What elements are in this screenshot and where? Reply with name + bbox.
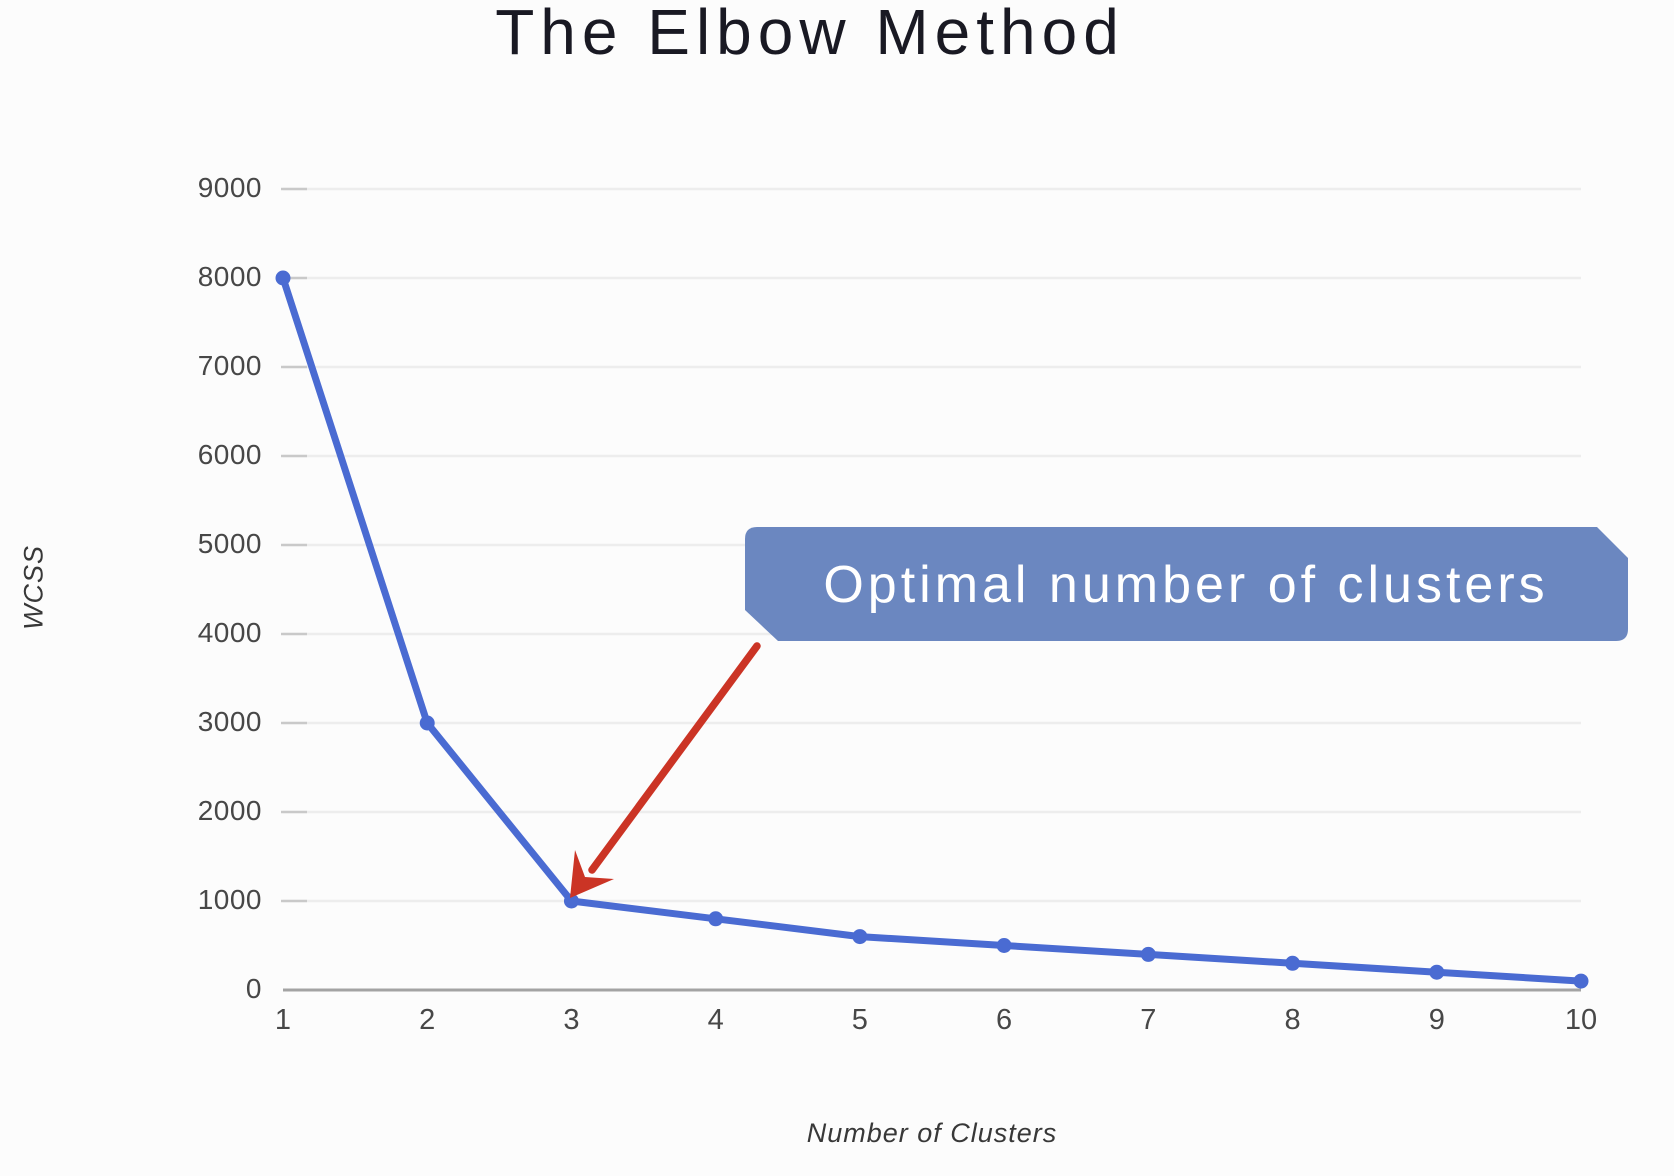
x-tick-label: 10 (1564, 1004, 1598, 1036)
x-tick-label: 4 (707, 1004, 724, 1036)
data-point (1285, 955, 1301, 971)
y-tick-label: 0 (245, 973, 262, 1004)
x-axis-title: Number of Clusters (806, 1118, 1058, 1148)
annotation-arrow-shaft (588, 642, 761, 874)
x-tick-label: 7 (1140, 1004, 1157, 1036)
x-tick-label: 1 (274, 1004, 292, 1036)
y-tick-label: 3000 (197, 706, 262, 737)
x-tick-label: 6 (996, 1004, 1013, 1036)
y-tick-label: 9000 (197, 172, 262, 203)
y-tick-label: 1000 (197, 884, 262, 915)
y-tick-label: 2000 (197, 795, 262, 826)
x-tick-label: 8 (1284, 1004, 1301, 1036)
data-point (419, 715, 435, 731)
x-tick-label: 5 (851, 1004, 868, 1036)
wcss-line (279, 274, 1585, 985)
data-point (1429, 964, 1445, 980)
y-tick-label: 6000 (197, 439, 262, 470)
data-point (563, 893, 579, 909)
data-point (852, 929, 868, 945)
wcss-line-series (275, 270, 1589, 989)
data-point (708, 911, 724, 927)
y-tick-label: 5000 (197, 528, 262, 559)
data-point (275, 270, 291, 286)
annotation-callout-box (745, 527, 1628, 641)
annotation-arrow-head (570, 850, 614, 898)
y-tick-label: 7000 (197, 350, 262, 381)
y-axis-title: WCSS (18, 545, 49, 630)
y-tick-label: 8000 (197, 261, 262, 292)
data-point (996, 938, 1012, 953)
x-tick-label: 3 (563, 1004, 580, 1036)
x-tick-label: 2 (419, 1004, 436, 1036)
y-tick-label: 4000 (197, 617, 262, 648)
x-tick-label: 9 (1428, 1004, 1445, 1036)
data-point (1140, 946, 1156, 962)
chart-title: The Elbow Method (495, 0, 1125, 68)
data-point (1573, 973, 1589, 989)
annotation-label: Optimal number of clusters (823, 556, 1548, 614)
